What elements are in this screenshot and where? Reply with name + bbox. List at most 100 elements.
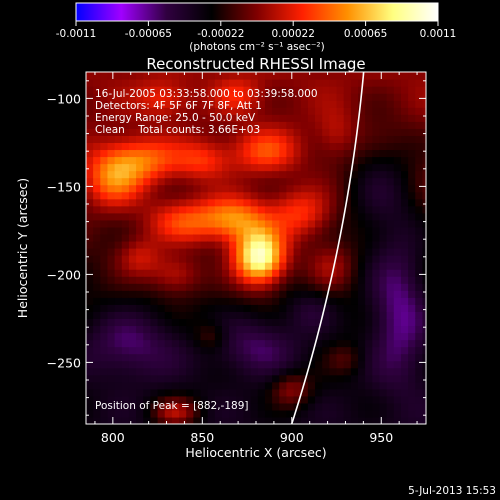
- heatmap-cell: [307, 198, 316, 207]
- heatmap-cell: [86, 353, 94, 362]
- heatmap-cell: [286, 156, 295, 165]
- heatmap-cell: [343, 290, 352, 298]
- heatmap-cell: [257, 381, 266, 390]
- heatmap-cell: [114, 416, 123, 424]
- heatmap-cell: [315, 339, 323, 348]
- heatmap-cell: [207, 276, 216, 284]
- heatmap-cell: [322, 325, 330, 334]
- heatmap-cell: [415, 381, 424, 390]
- heatmap-cell: [164, 240, 173, 249]
- heatmap-cell: [171, 311, 180, 319]
- heatmap-cell: [107, 121, 116, 129]
- heatmap-cell: [186, 142, 194, 151]
- heatmap-cell: [358, 149, 366, 158]
- heatmap-cell: [236, 212, 245, 221]
- heatmap-cell: [164, 304, 173, 312]
- heatmap-cell: [171, 163, 180, 172]
- heatmap-cell: [372, 142, 381, 151]
- heatmap-cell: [358, 409, 366, 418]
- heatmap-cell: [322, 191, 330, 200]
- heatmap-cell: [143, 402, 152, 411]
- heatmap-cell: [386, 353, 395, 362]
- heatmap-cell: [157, 332, 166, 341]
- heatmap-cell: [243, 283, 252, 291]
- heatmap-cell: [336, 248, 345, 256]
- heatmap-cell: [365, 114, 373, 122]
- heatmap-cell: [107, 262, 116, 270]
- heatmap-cell: [365, 395, 373, 404]
- heatmap-cell: [358, 170, 366, 179]
- heatmap-cell: [222, 191, 230, 200]
- heatmap-cell: [336, 191, 345, 200]
- heatmap-cell: [422, 191, 426, 200]
- heatmap-cell: [264, 248, 273, 256]
- heatmap-cell: [264, 226, 273, 235]
- heatmap-cell: [393, 367, 402, 376]
- heatmap-cell: [207, 304, 216, 312]
- heatmap-cell: [136, 163, 144, 172]
- heatmap-cell: [343, 226, 352, 235]
- heatmap-cell: [293, 332, 302, 341]
- heatmap-cell: [114, 121, 123, 129]
- heatmap-cell: [86, 283, 94, 291]
- heatmap-cell: [329, 360, 338, 369]
- heatmap-cell: [214, 381, 223, 390]
- heatmap-cell: [200, 128, 209, 136]
- heatmap-cell: [214, 114, 223, 122]
- heatmap-cell: [222, 149, 230, 158]
- heatmap-cell: [150, 107, 159, 115]
- heatmap-cell: [379, 226, 388, 235]
- heatmap-cell: [350, 353, 359, 362]
- heatmap-cell: [114, 219, 123, 228]
- heatmap-cell: [143, 409, 152, 418]
- heatmap-cell: [107, 86, 116, 94]
- heatmap-cell: [400, 360, 409, 369]
- heatmap-cell: [200, 184, 209, 193]
- heatmap-cell: [279, 156, 288, 165]
- heatmap-cell: [257, 339, 266, 348]
- heatmap-cell: [358, 402, 366, 411]
- heatmap-cell: [379, 325, 388, 334]
- heatmap-cell: [365, 297, 373, 305]
- heatmap-cell: [358, 121, 366, 129]
- heatmap-cell: [193, 198, 202, 207]
- heatmap-cell: [250, 248, 259, 256]
- heatmap-cell: [408, 219, 416, 228]
- heatmap-cell: [329, 93, 338, 101]
- heatmap-cell: [222, 367, 230, 376]
- heatmap-cell: [386, 72, 395, 80]
- colorbar-tick-label: -0.00065: [125, 28, 172, 40]
- heatmap-cell: [243, 135, 252, 143]
- heatmap-cell: [307, 226, 316, 235]
- heatmap-cell: [350, 79, 359, 87]
- heatmap-cell: [279, 121, 288, 129]
- heatmap-cell: [114, 255, 123, 263]
- heatmap-cell: [229, 198, 237, 207]
- heatmap-cell: [379, 142, 388, 151]
- heatmap-cell: [264, 212, 273, 221]
- heatmap-cell: [157, 325, 166, 334]
- heatmap-cell: [214, 86, 223, 94]
- heatmap-cell: [107, 135, 116, 143]
- heatmap-cell: [143, 304, 152, 312]
- heatmap-cell: [243, 198, 252, 207]
- heatmap-cell: [329, 233, 338, 242]
- heatmap-cell: [315, 149, 323, 158]
- heatmap-cell: [372, 240, 381, 249]
- heatmap-cell: [329, 191, 338, 200]
- heatmap-cell: [164, 142, 173, 151]
- heatmap-cell: [315, 304, 323, 312]
- heatmap-cell: [300, 191, 309, 200]
- heatmap-cell: [143, 388, 152, 397]
- heatmap-cell: [186, 367, 194, 376]
- heatmap-cell: [272, 402, 280, 411]
- heatmap-cell: [322, 255, 330, 263]
- heatmap-cell: [107, 374, 116, 383]
- heatmap-cell: [415, 290, 424, 298]
- heatmap-cell: [164, 177, 173, 186]
- heatmap-cell: [179, 360, 187, 369]
- heatmap-cell: [315, 262, 323, 270]
- heatmap-cell: [136, 325, 144, 334]
- heatmap-cell: [293, 409, 302, 418]
- heatmap-cell: [157, 290, 166, 298]
